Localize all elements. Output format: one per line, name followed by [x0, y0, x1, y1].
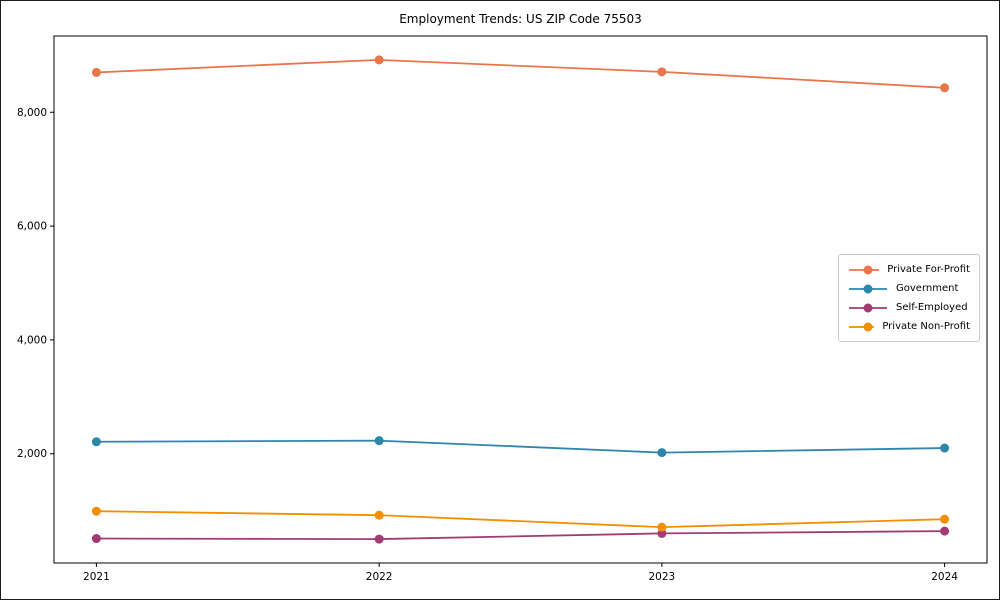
plot-frame — [53, 35, 988, 564]
legend-item-self-employed: Self-Employed — [848, 302, 970, 314]
legend-label: Government — [896, 283, 959, 294]
chart-title: Employment Trends: US ZIP Code 75503 — [399, 12, 642, 26]
legend: Private For-Profit Government Self-Employe… — [838, 254, 980, 342]
x-tick-label: 2023 — [648, 571, 675, 583]
series-line-self-employed — [96, 530, 945, 540]
legend-label: Private Non-Profit — [882, 321, 970, 332]
series-point-private-for-profit-2023 — [657, 67, 667, 77]
y-tick-label: 8,000 — [17, 107, 47, 119]
series-point-private-non-profit-2023 — [657, 522, 667, 532]
series-line-private-for-profit — [96, 59, 945, 89]
series-point-private-for-profit-2021 — [91, 67, 101, 77]
x-tick-label: 2021 — [83, 571, 110, 583]
series-point-private-non-profit-2022 — [374, 510, 384, 520]
series-point-self-employed-2024 — [940, 526, 950, 536]
legend-line-marker-icon — [849, 284, 887, 293]
legend-item-government: Government — [848, 283, 970, 295]
series-point-government-2024 — [940, 443, 950, 453]
series-point-self-employed-2022 — [374, 534, 384, 544]
x-tick-label: 2022 — [366, 571, 393, 583]
series-line-government — [96, 439, 945, 454]
series-point-self-employed-2023 — [657, 528, 667, 538]
legend-item-private-non-profit: Private Non-Profit — [848, 321, 970, 333]
legend-item-private-for-profit: Private For-Profit — [848, 264, 970, 276]
series-point-government-2022 — [374, 436, 384, 446]
series-point-government-2023 — [657, 448, 667, 458]
legend-label: Self-Employed — [896, 302, 968, 313]
legend-line-marker-icon — [849, 265, 880, 274]
y-tick-label: 2,000 — [17, 448, 47, 460]
series-line-private-non-profit — [96, 510, 945, 529]
legend-line-marker-icon — [849, 322, 875, 331]
legend-label: Private For-Profit — [887, 264, 970, 275]
legend-line-marker-icon — [849, 303, 887, 312]
x-tick-label: 2024 — [931, 571, 958, 583]
y-tick-label: 4,000 — [17, 334, 47, 346]
y-tick-label: 6,000 — [17, 221, 47, 233]
series-point-private-non-profit-2024 — [940, 514, 950, 524]
series-point-self-employed-2021 — [91, 534, 101, 544]
series-point-private-for-profit-2022 — [374, 55, 384, 65]
series-point-private-non-profit-2021 — [91, 506, 101, 516]
series-point-government-2021 — [91, 437, 101, 447]
series-point-private-for-profit-2024 — [940, 83, 950, 93]
